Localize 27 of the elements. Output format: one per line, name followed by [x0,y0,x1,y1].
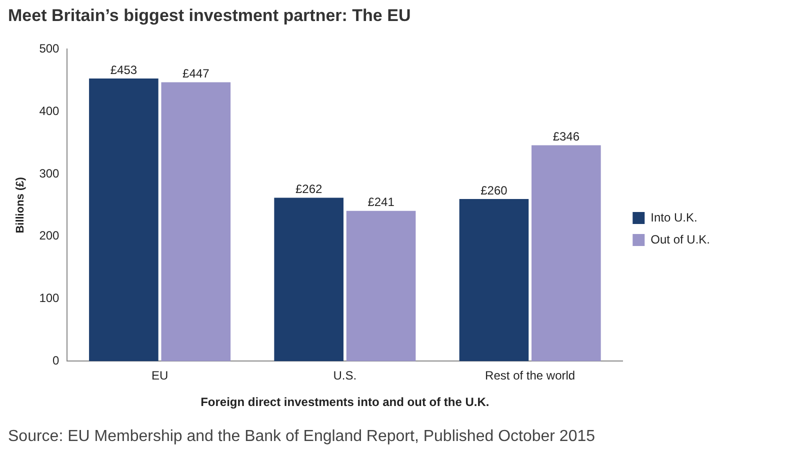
bar [346,210,416,362]
y-axis-title: Billions (£) [14,176,27,234]
bar [532,145,601,362]
y-tick-label: 500 [39,42,60,56]
bar [89,78,158,362]
bar [274,198,344,362]
data-label: £260 [480,183,508,198]
y-tick-label: 0 [52,354,60,368]
chart-title: Meet Britain’s biggest investment partner: The EU [8,6,411,26]
y-tick-label: 400 [39,104,60,118]
bar [161,82,231,362]
data-label: £241 [368,195,395,210]
x-tick-label: Rest of the world [485,368,576,383]
x-tick-label: EU [151,368,168,383]
data-label: £453 [110,62,138,77]
y-tick-label: 100 [39,291,60,306]
legend-label: Into U.K. [650,210,698,224]
data-label: £262 [295,182,322,196]
bar [459,198,529,362]
data-label: £346 [552,130,580,144]
y-tick-label: 300 [39,166,60,180]
data-label: £447 [182,66,210,81]
y-tick-label: 200 [39,228,60,243]
x-tick-label: U.S. [333,368,357,383]
source-note: Source: EU Membership and the Bank of England Report, Published October 2015 [8,428,596,446]
x-axis-title: Foreign direct investments into and out of the U.K. [200,395,490,410]
legend-label: Out of U.K. [650,232,710,246]
